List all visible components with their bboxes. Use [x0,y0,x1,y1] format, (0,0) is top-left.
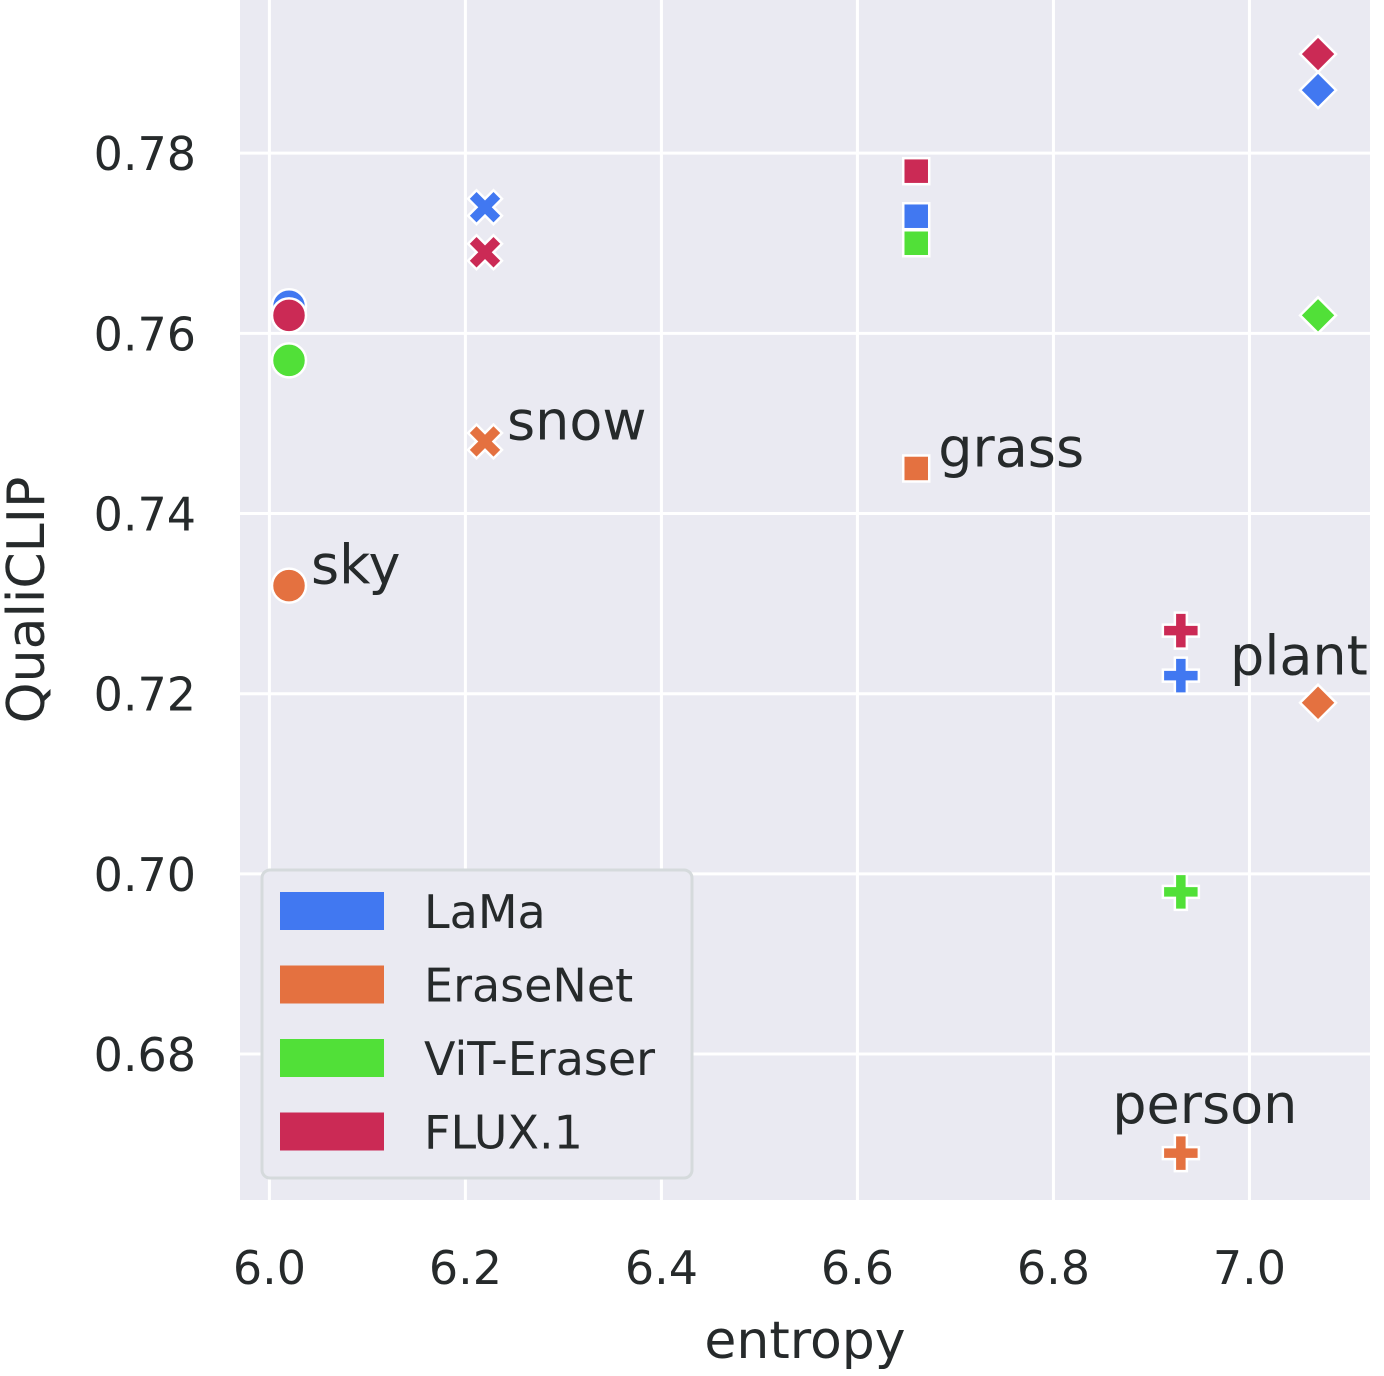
point-lama-snow [466,188,504,226]
y-tick-label: 0.70 [94,848,196,902]
y-tick-label: 0.76 [94,307,196,361]
point-erasenet-snow [466,422,504,461]
annotation-grass: grass [938,416,1084,479]
y-tick-label: 0.74 [94,488,196,542]
x-tick-label: 7.0 [1213,1241,1286,1295]
point-lama-grass [901,201,931,231]
legend-swatch [280,965,384,1004]
point-vit-eraser-person [1161,872,1201,912]
x-tick-label: 6.8 [1017,1241,1090,1295]
x-tick-label: 6.0 [233,1241,306,1295]
y-tick-label: 0.78 [94,127,196,181]
point-lama-person [1161,656,1201,695]
y-axis-ticks: 0.68 0.70 0.72 0.74 0.76 0.78 [94,127,196,1082]
point-lama-plant [1298,70,1338,110]
point-flux-1-snow [466,233,504,271]
legend-label: FLUX.1 [424,1106,583,1160]
point-vit-eraser-sky [270,342,308,379]
annotation-sky: sky [311,534,400,597]
annotation-person: person [1112,1073,1297,1136]
legend-label: LaMa [424,885,546,939]
legend-label: EraseNet [424,959,633,1013]
point-flux-1-plant [1298,34,1338,74]
point-flux-1-grass [901,156,931,186]
point-flux-1-person [1161,611,1201,650]
legend: LaMa EraseNet ViT-Eraser FLUX.1 [260,868,694,1180]
x-tick-label: 6.4 [625,1241,698,1295]
legend-label: ViT-Eraser [424,1032,655,1086]
x-axis-label: entropy [704,1311,905,1371]
point-erasenet-grass [901,454,931,483]
legend-swatch [280,892,384,930]
point-erasenet-sky [270,567,308,604]
x-tick-label: 6.2 [429,1241,502,1295]
annotation-snow: snow [507,389,647,452]
point-flux-1-sky [270,297,308,334]
x-tick-label: 6.6 [821,1241,894,1295]
y-axis-label: QualiCLIP [0,477,57,724]
legend-swatch [280,1112,384,1151]
point-erasenet-plant [1298,682,1338,723]
x-axis-ticks: 6.0 6.2 6.4 6.6 6.8 7.0 [233,1241,1286,1295]
legend-frame [260,868,694,1180]
point-erasenet-person [1161,1133,1201,1173]
annotation-plant: plant [1230,625,1368,688]
legend-swatch [280,1039,384,1077]
point-vit-eraser-plant [1298,295,1338,336]
y-tick-label: 0.72 [94,668,196,722]
point-vit-eraser-grass [901,228,931,258]
data-points [270,34,1338,1173]
annotations: sky snow grass plant person [311,389,1368,1136]
y-tick-label: 0.68 [94,1028,196,1082]
